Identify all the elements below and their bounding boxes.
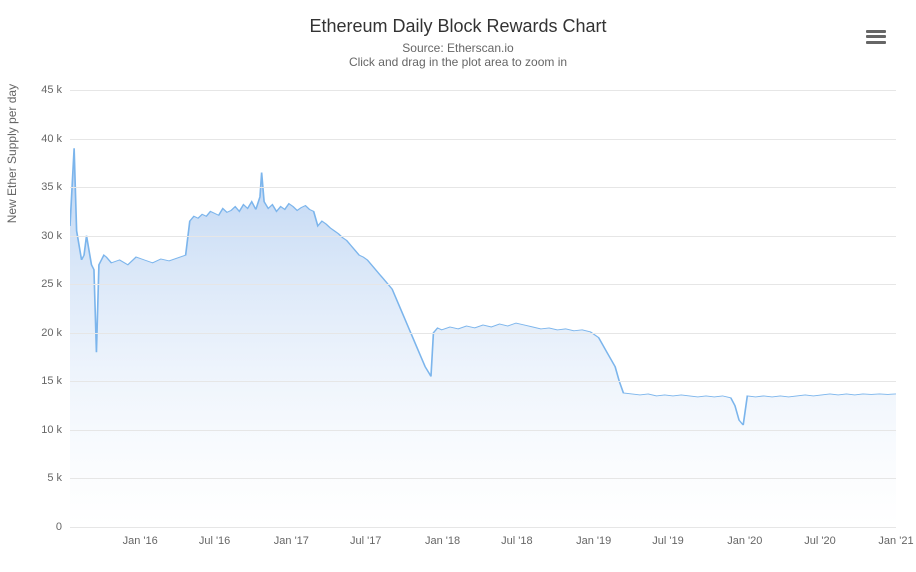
x-tick-label: Jul '20 (804, 535, 835, 547)
gridline (70, 284, 896, 285)
y-tick-label: 10 k (41, 424, 62, 436)
y-tick-label: 30 k (41, 230, 62, 242)
chart-menu-icon[interactable] (864, 26, 888, 48)
y-tick-label: 45 k (41, 84, 62, 96)
y-tick-label: 0 (56, 521, 62, 533)
gridline (70, 527, 896, 528)
gridline (70, 333, 896, 334)
gridline (70, 478, 896, 479)
x-tick-label: Jan '21 (878, 535, 913, 547)
x-tick-label: Jan '16 (123, 535, 158, 547)
y-tick-label: 5 k (47, 472, 62, 484)
x-tick-label: Jan '18 (425, 535, 460, 547)
chart-subtitle-2: Click and drag in the plot area to zoom … (10, 55, 906, 69)
x-tick-label: Jul '17 (350, 535, 381, 547)
y-tick-label: 20 k (41, 327, 62, 339)
y-tick-label: 15 k (41, 375, 62, 387)
gridline (70, 187, 896, 188)
chart-title: Ethereum Daily Block Rewards Chart (10, 10, 906, 37)
area-chart-svg (70, 90, 896, 527)
x-tick-label: Jul '19 (652, 535, 683, 547)
gridline (70, 139, 896, 140)
y-tick-label: 40 k (41, 133, 62, 145)
gridline (70, 381, 896, 382)
x-tick-label: Jul '16 (199, 535, 230, 547)
x-tick-label: Jan '20 (727, 535, 762, 547)
x-tick-label: Jan '19 (576, 535, 611, 547)
gridline (70, 236, 896, 237)
plot-area[interactable]: 05 k10 k15 k20 k25 k30 k35 k40 k45 k Jan… (70, 90, 896, 527)
x-tick-label: Jul '18 (501, 535, 532, 547)
y-tick-label: 25 k (41, 278, 62, 290)
gridline (70, 90, 896, 91)
y-axis-label: New Ether Supply per day (5, 84, 19, 223)
x-tick-label: Jan '17 (274, 535, 309, 547)
chart-subtitle-1: Source: Etherscan.io (10, 41, 906, 55)
gridline (70, 430, 896, 431)
y-tick-label: 35 k (41, 181, 62, 193)
chart-container: Ethereum Daily Block Rewards Chart Sourc… (10, 10, 906, 562)
